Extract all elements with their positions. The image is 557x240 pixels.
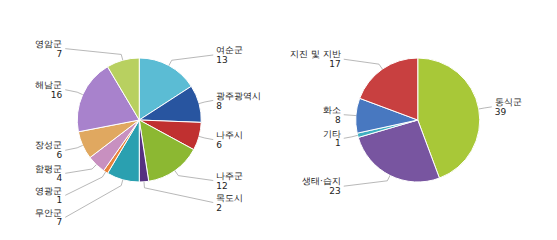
- leader-line: [344, 175, 390, 186]
- slice-label-line: 6: [216, 140, 222, 150]
- slice-label-line: 23: [329, 186, 340, 196]
- slice-label-line: 8: [216, 100, 222, 110]
- slice-label: 동식군39: [495, 97, 522, 117]
- slice-label: 화소8: [323, 105, 341, 125]
- slice-label: 지진 및 지반17: [290, 49, 341, 69]
- leader-line: [65, 49, 123, 61]
- leader-line: [65, 172, 105, 195]
- slice-label-line: 2: [216, 203, 222, 213]
- slice-label-line: 8: [335, 115, 341, 125]
- slice-label-line: 해남군: [35, 80, 62, 90]
- slice-label-line: 무안군: [35, 208, 62, 218]
- slice-label-line: 17: [329, 59, 340, 69]
- slice-label-line: 기타: [323, 129, 341, 139]
- slice-label-line: 12: [216, 181, 227, 191]
- slices: [77, 58, 201, 182]
- slice-label-line: 영암군: [35, 39, 62, 49]
- slice-label-line: 4: [57, 173, 63, 183]
- leader-lines: [65, 49, 213, 218]
- leader-line: [169, 55, 213, 66]
- pie-slice: [139, 86, 201, 122]
- slice-label-line: 여순군: [216, 45, 243, 55]
- slice-label-line: 함평군: [35, 164, 62, 174]
- leader-line: [144, 182, 213, 203]
- slice-label-line: 목도시: [216, 193, 243, 203]
- slice-label: 나주군12: [216, 171, 243, 191]
- pie-slice: [360, 58, 418, 120]
- leader-line: [65, 165, 96, 174]
- slice-label: 함평군4: [35, 164, 62, 184]
- slice-label: 목도시2: [216, 193, 243, 213]
- slice-label: 영광군1: [35, 186, 62, 206]
- pie-panel: 여순군13광주광역시8나주시6나주군12목도시2무안군7영광군1함평군4장성군6…: [35, 39, 261, 228]
- slice-label-line: 6: [57, 150, 63, 160]
- pie-slice: [108, 58, 140, 120]
- slice-label: 기타1: [323, 129, 341, 149]
- slice-label: 생태·습지23: [302, 176, 341, 196]
- slices: [356, 58, 480, 182]
- slice-label-line: 13: [216, 55, 227, 65]
- slice-label-line: 나주군: [216, 171, 243, 181]
- slice-label-line: 장성군: [35, 140, 62, 150]
- slice-label-line: 39: [495, 107, 507, 117]
- slice-label-line: 화소: [323, 105, 341, 115]
- slice-label: 해남군16: [35, 80, 62, 100]
- slice-label: 광주광역시8: [216, 91, 261, 111]
- slice-label-line: 나주시: [216, 130, 243, 140]
- slice-label-line: 동식군: [495, 97, 522, 107]
- slice-label-line: 1: [335, 138, 341, 148]
- leader-line: [65, 180, 123, 218]
- leader-line: [175, 171, 213, 181]
- pie-slice: [139, 120, 193, 181]
- pie-panel: 동식군39 생태·습지23 기타1 화소8 지진 및 지반17: [290, 49, 522, 196]
- slice-labels: 여순군13광주광역시8나주시6나주군12목도시2무안군7영광군1함평군4장성군6…: [35, 39, 261, 228]
- slice-label-line: 7: [57, 217, 63, 227]
- leader-line: [344, 59, 383, 69]
- slice-label: 무안군7: [35, 208, 62, 228]
- slice-label-line: 광주광역시: [216, 91, 261, 101]
- slice-labels: 동식군39 생태·습지23 기타1 화소8 지진 및 지반17: [290, 49, 522, 196]
- slice-label-line: 16: [51, 90, 63, 100]
- pie-slice: [139, 120, 148, 182]
- leader-line: [65, 145, 82, 150]
- leader-line: [344, 114, 356, 116]
- chart-canvas: 여순군13광주광역시8나주시6나주군12목도시2무안군7영광군1함평군4장성군6…: [0, 0, 557, 240]
- slice-label: 장성군6: [35, 140, 62, 160]
- leader-line: [479, 107, 492, 109]
- leader-line: [65, 90, 82, 95]
- slice-label-line: 생태·습지: [302, 176, 341, 186]
- slice-label-line: 영광군: [35, 186, 62, 196]
- leader-line: [199, 136, 213, 139]
- slice-label-line: 지진 및 지반: [290, 49, 341, 59]
- slice-label-line: 7: [57, 49, 63, 59]
- leader-lines: [344, 59, 492, 186]
- leader-line: [199, 100, 213, 103]
- slice-label: 여순군13: [216, 45, 243, 65]
- slice-label: 영암군7: [35, 39, 62, 59]
- slice-label-line: 1: [57, 195, 63, 205]
- leader-line: [344, 135, 358, 138]
- slice-label: 나주시6: [216, 130, 243, 150]
